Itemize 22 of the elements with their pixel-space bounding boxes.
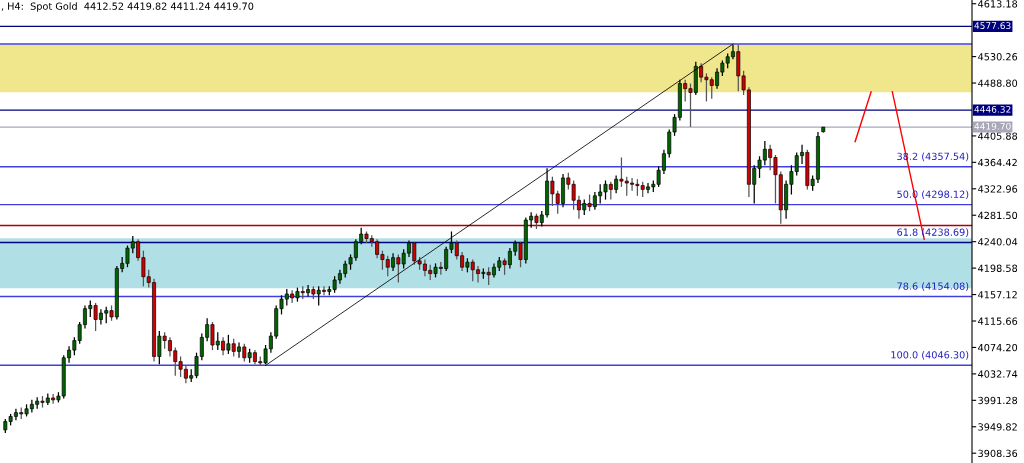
ref-line-label: 4446.32 [974, 105, 1011, 113]
y-tick-label: 3991.28 [978, 396, 1018, 405]
ref-line-label: 4577.63 [974, 22, 1011, 29]
y-tick-label: 4074.20 [978, 343, 1018, 352]
y-tick-label: 4198.58 [978, 264, 1018, 272]
y-tick-label: 4405.88 [978, 132, 1018, 140]
y-tick-label: 4364.42 [978, 158, 1017, 167]
chart-title: , H4: Spot Gold 4412.52 4419.82 4411.24 4419.70 [1, 2, 254, 12]
ref-line-label: 78.6 (4154.08) [897, 282, 969, 291]
y-tick-label: 4032.74 [978, 370, 1018, 378]
y-tick-label: 4322.96 [978, 185, 1018, 193]
y-tick-label: 4281.50 [978, 211, 1018, 220]
ref-line-label: 100.0 (4046.30) [891, 350, 969, 360]
y-tick-label: 4488.80 [978, 79, 1018, 87]
ref-line-label: 4419.70 [974, 122, 1011, 130]
y-tick-label: 4115.66 [978, 317, 1018, 325]
y-tick-label: 4157.12 [978, 291, 1017, 299]
y-tick-label: 4240.04 [978, 238, 1018, 246]
y-tick-label: 3908.36 [978, 449, 1018, 458]
y-tick-label: 3949.82 [978, 423, 1017, 431]
y-tick-label: 4613.18 [978, 0, 1018, 8]
y-tick-label: 4530.26 [978, 53, 1018, 61]
